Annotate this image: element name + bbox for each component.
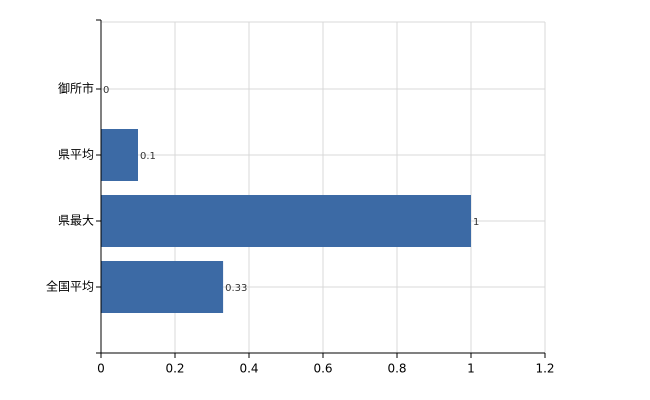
y-tick-label: 県最大 (58, 214, 94, 228)
value-label: 0.33 (225, 283, 247, 294)
x-tick-label: 0 (97, 362, 105, 376)
y-tick-label: 全国平均 (46, 279, 94, 294)
x-tick-label: 0.4 (239, 362, 258, 376)
x-tick-label: 0.8 (387, 362, 406, 376)
bar (101, 195, 471, 247)
y-tick-label: 県平均 (58, 148, 94, 162)
bar (101, 129, 138, 181)
x-tick-label: 1 (467, 362, 475, 376)
x-tick-label: 0.2 (165, 362, 184, 376)
x-tick-label: 1.2 (535, 362, 554, 376)
value-label: 0 (103, 85, 109, 96)
value-label: 1 (473, 217, 479, 228)
bar (101, 261, 224, 313)
value-label: 0.1 (140, 151, 156, 162)
y-tick-label: 御所市 (58, 81, 94, 96)
x-tick-label: 0.6 (313, 362, 332, 376)
